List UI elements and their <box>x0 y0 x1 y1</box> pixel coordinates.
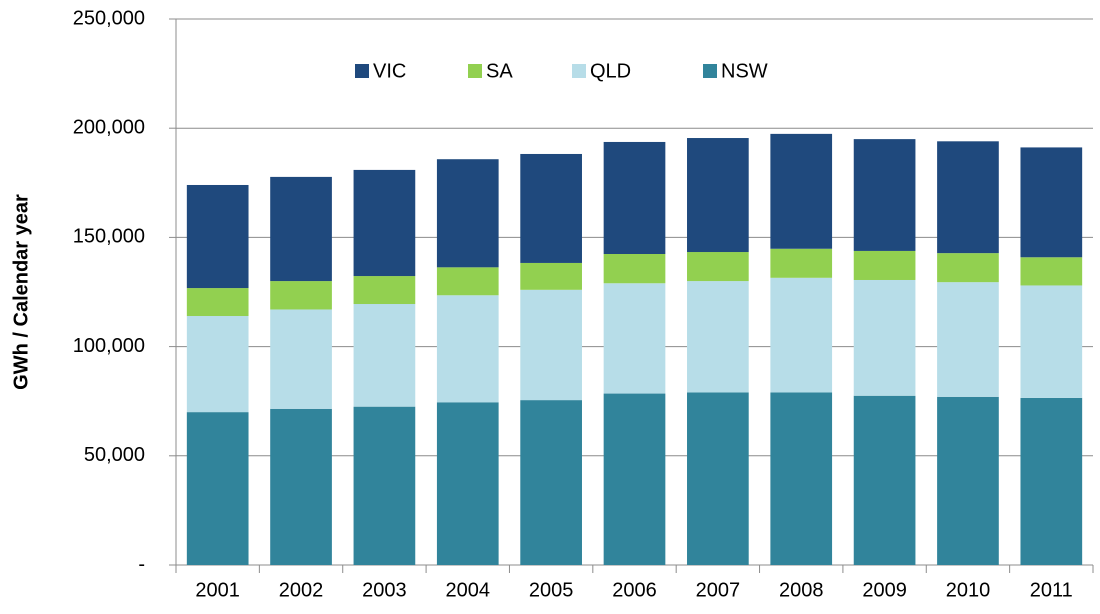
bar-segment <box>853 139 916 251</box>
bar-segment <box>853 279 916 396</box>
bar-segment <box>436 267 499 296</box>
bar-segment <box>520 289 582 401</box>
x-tick-label: 2007 <box>696 579 741 601</box>
bar-segment <box>937 282 999 397</box>
x-tick-label: 2009 <box>862 579 907 601</box>
bar-segment <box>603 253 666 284</box>
bar-segment <box>1020 257 1083 286</box>
bar-segment <box>770 277 833 393</box>
bar-segment <box>520 153 582 263</box>
bar-segment <box>353 406 416 565</box>
bar-segment <box>436 402 499 565</box>
legend-swatch <box>468 64 482 78</box>
y-tick-label: 250,000 <box>73 7 145 29</box>
bar-segment <box>1020 147 1083 258</box>
bar-segment <box>687 252 749 282</box>
bar-segment <box>353 169 416 277</box>
bar-segment <box>603 141 666 254</box>
x-tick-label: 2011 <box>1030 579 1073 601</box>
bar-segment <box>520 262 582 290</box>
bar-segment <box>770 392 833 565</box>
y-axis-label: GWh / Calendar year <box>10 194 32 390</box>
bar-segment <box>853 250 916 280</box>
bar-segment <box>186 412 249 565</box>
y-tick-label: 100,000 <box>73 335 145 357</box>
x-tick-label: 2002 <box>279 579 324 601</box>
bar-segment <box>770 133 833 249</box>
x-tick-label: 2008 <box>779 579 824 601</box>
bar-segment <box>853 395 916 565</box>
legend-label: SA <box>486 60 513 82</box>
bar-segment <box>603 283 666 394</box>
legend-label: QLD <box>590 60 631 82</box>
x-tick-label: 2004 <box>446 579 491 601</box>
x-tick-label: 2001 <box>195 579 240 601</box>
bar-segment <box>436 295 499 403</box>
bar-segment <box>270 408 332 565</box>
x-tick-label: 2010 <box>946 579 991 601</box>
bar-segment <box>687 138 749 253</box>
legend-swatch <box>355 64 369 78</box>
legend-swatch <box>572 64 586 78</box>
bar-segment <box>937 396 999 565</box>
legend-label: VIC <box>373 60 406 82</box>
bar-segment <box>520 400 582 565</box>
bar-segment <box>1020 285 1083 398</box>
bar-segment <box>603 393 666 565</box>
y-tick-label: 50,000 <box>84 444 145 466</box>
bar-segment <box>270 309 332 409</box>
bar-segment <box>1020 397 1083 565</box>
x-tick-label: 2005 <box>529 579 574 601</box>
bar-segment <box>436 159 499 268</box>
y-tick-label: 200,000 <box>73 116 145 138</box>
bar-segment <box>186 184 249 289</box>
bar-segment <box>687 392 749 565</box>
bar-segment <box>770 248 833 278</box>
bar-segment <box>270 281 332 310</box>
x-tick-label: 2006 <box>612 579 657 601</box>
x-tick-label: 2003 <box>362 579 407 601</box>
y-tick-label: - <box>138 553 145 575</box>
bar-segment <box>353 276 416 305</box>
bar-segment <box>186 316 249 413</box>
bar-segment <box>270 176 332 282</box>
legend-label: NSW <box>721 60 768 82</box>
bar-segment <box>186 288 249 317</box>
bar-segment <box>937 253 999 283</box>
bar-segment <box>353 304 416 407</box>
legend-swatch <box>703 64 717 78</box>
bar-segment <box>687 281 749 393</box>
y-tick-label: 150,000 <box>73 226 145 248</box>
bar-segment <box>937 141 999 254</box>
